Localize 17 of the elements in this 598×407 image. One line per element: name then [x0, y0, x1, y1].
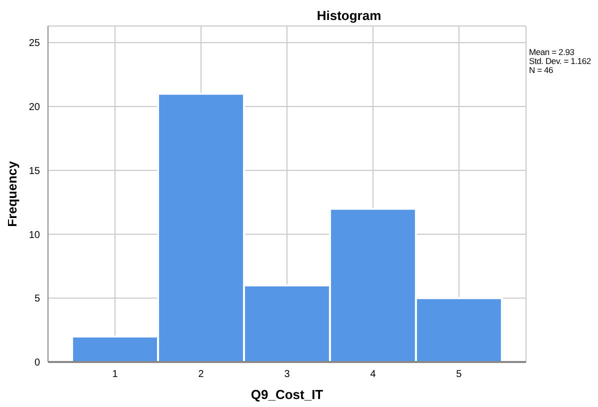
x-tick-label: 1 [112, 369, 118, 380]
text: N = 46 [529, 65, 554, 75]
y-tick-label: 20 [28, 102, 40, 114]
x-tick-label: 3 [284, 369, 290, 380]
y-tick-label: 5 [34, 294, 40, 305]
y-axis-title: Frequency [4, 160, 20, 227]
x-tick-label: 5 [456, 369, 462, 380]
y-tick-label: 10 [28, 230, 40, 241]
x-tick-label: 4 [370, 369, 376, 380]
x-axis-title: Q9_Cost_IT [250, 387, 324, 402]
text: Std. Dev. = 1.162 [529, 56, 591, 66]
y-tick-label: 0 [34, 358, 40, 369]
y-tick-label: 25 [28, 38, 40, 50]
text: Mean = 2.93 [529, 47, 576, 57]
y-tick-label: 15 [28, 166, 40, 177]
chart-title: Histogram [316, 8, 382, 24]
x-tick-label: 2 [198, 369, 204, 380]
